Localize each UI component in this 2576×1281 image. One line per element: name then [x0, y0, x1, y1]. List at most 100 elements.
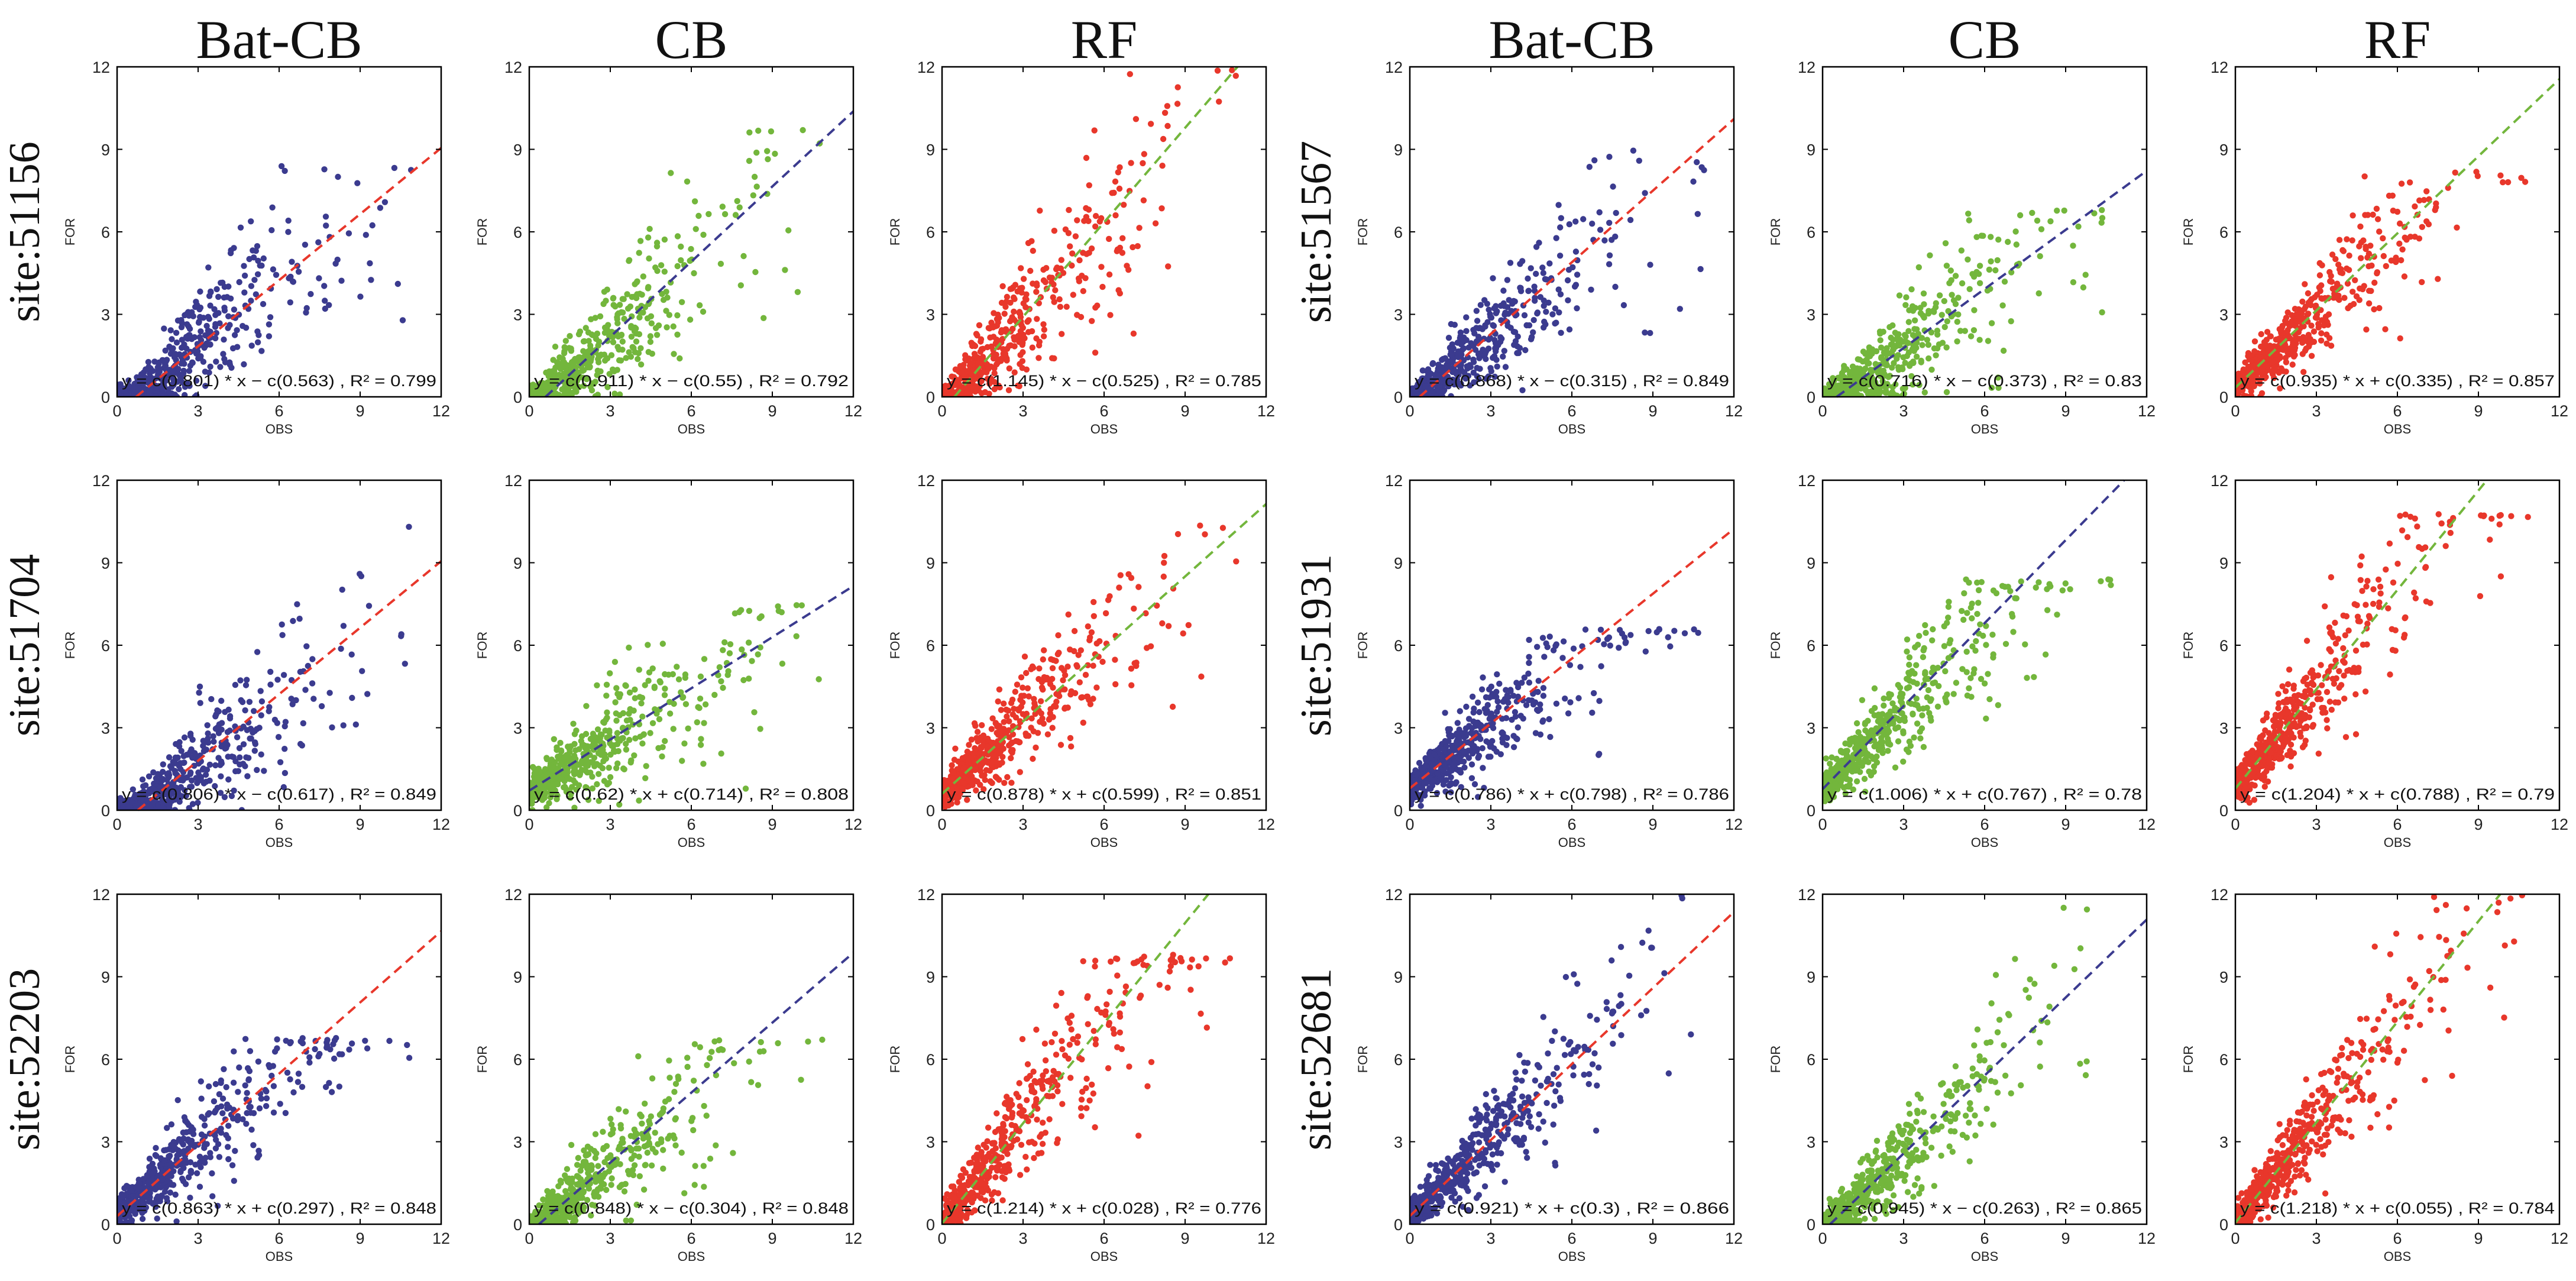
chart-1-point [334, 256, 341, 263]
chart-4-point [1470, 359, 1477, 365]
chart-3-point [1085, 218, 1092, 224]
chart-3-point [1083, 251, 1090, 257]
chart-6-point [2376, 305, 2383, 312]
chart-1-point [323, 222, 329, 229]
chart-2-point [634, 291, 640, 297]
chart-4-point [1463, 328, 1470, 334]
chart-1-point [202, 383, 209, 389]
chart-1-ytick-label: 9 [101, 141, 110, 159]
chart-4-point [1572, 248, 1580, 255]
chart-3-point [1072, 233, 1079, 240]
chart-3-point [988, 319, 995, 326]
chart-4-point [1512, 329, 1519, 335]
chart-8-point [607, 751, 614, 758]
chart-6-point [2299, 339, 2306, 346]
chart-6-point [2473, 169, 2480, 175]
chart-4-point [1534, 309, 1541, 316]
chart-3-point [1017, 314, 1024, 321]
chart-3-point [977, 348, 984, 355]
chart-6-point [2388, 257, 2394, 264]
chart-3-point [991, 386, 998, 393]
chart-8-point [603, 693, 610, 699]
chart-5-point [1891, 360, 1897, 367]
chart-7-point [171, 760, 179, 766]
chart-7-point [195, 769, 202, 776]
chart-3-point [990, 324, 996, 331]
chart-8-ylabel: FOR [475, 632, 490, 659]
chart-5-xtick-label: 12 [2138, 402, 2156, 420]
chart-2-point [768, 128, 775, 135]
chart-8-point [600, 758, 607, 765]
chart-7-point [226, 715, 234, 722]
chart-7-point [196, 690, 202, 696]
chart-9-point [979, 772, 985, 779]
chart-1-point [206, 316, 212, 322]
chart-1-point [134, 377, 141, 383]
chart-5-point [1949, 292, 1955, 298]
chart-2-ytick-label: 0 [513, 389, 522, 406]
chart-5-point [1965, 211, 1972, 217]
chart-6-point [2310, 328, 2318, 335]
chart-2-point [588, 354, 595, 360]
chart-8-ytick-label: 12 [504, 472, 522, 490]
chart-6-point [2380, 253, 2387, 260]
chart-9-point [1135, 584, 1142, 590]
chart-4-point [1458, 382, 1464, 389]
chart-5-point [2054, 208, 2060, 214]
chart-5-point [1943, 389, 1950, 396]
chart-9-point [980, 742, 986, 749]
chart-2-xtick-label: 9 [768, 402, 776, 420]
chart-2-point [546, 379, 553, 386]
chart-9-xtick-label: 0 [937, 816, 946, 833]
chart-8-point [666, 710, 674, 717]
chart-9-point [988, 760, 994, 766]
chart-7-point [164, 771, 171, 777]
chart-6-point [2365, 287, 2373, 294]
chart-3-point [1062, 226, 1069, 233]
chart-1-xlabel: OBS [266, 422, 293, 436]
chart-3-fit-line [953, 66, 1239, 398]
chart-3-point [1049, 355, 1056, 361]
chart-8-point [778, 609, 785, 616]
chart-7-point [340, 623, 347, 629]
chart-3-point [1019, 341, 1026, 348]
chart-8-point [657, 679, 664, 686]
chart-8-point [589, 735, 596, 742]
chart-4-point [1491, 373, 1498, 380]
chart-7-point [243, 754, 250, 761]
chart-3-point [1130, 330, 1137, 337]
chart-3-ytick-label: 3 [926, 306, 935, 324]
chart-5-point [1924, 337, 1930, 343]
column-title-bat-cb: Bat-CB [1488, 9, 1655, 70]
chart-8-point [647, 730, 653, 736]
chart-4-point [1497, 302, 1504, 309]
chart-8-point [793, 602, 800, 609]
chart-6-point [2423, 188, 2430, 195]
chart-1-point [267, 314, 274, 321]
chart-9-point [1014, 681, 1021, 688]
chart-2-point [628, 334, 635, 340]
chart-9-point [1233, 558, 1240, 565]
chart-9-point [1128, 575, 1135, 581]
chart-8-point [601, 778, 608, 784]
chart-6-point [2328, 279, 2335, 285]
chart-7-point [208, 696, 215, 703]
chart-5-point [1995, 384, 2002, 391]
chart-1-point [268, 227, 275, 234]
chart-9-point [1161, 552, 1168, 559]
chart-5-xtick-label: 6 [1980, 402, 1989, 420]
chart-6-point [2345, 305, 2351, 312]
chart-2-xtick-label: 6 [687, 402, 695, 420]
chart-4-point [1450, 345, 1457, 352]
chart-9-point [1090, 613, 1098, 620]
chart-1-point [248, 218, 254, 225]
chart-8-point [697, 673, 704, 680]
chart-3-point [1023, 291, 1030, 297]
chart-8-point [727, 641, 734, 648]
chart-3-point [1114, 248, 1121, 254]
chart-5-point [1866, 347, 1873, 354]
chart-6-point [2305, 290, 2312, 297]
chart-3-point [1020, 300, 1027, 307]
chart-5-point [1873, 348, 1880, 355]
